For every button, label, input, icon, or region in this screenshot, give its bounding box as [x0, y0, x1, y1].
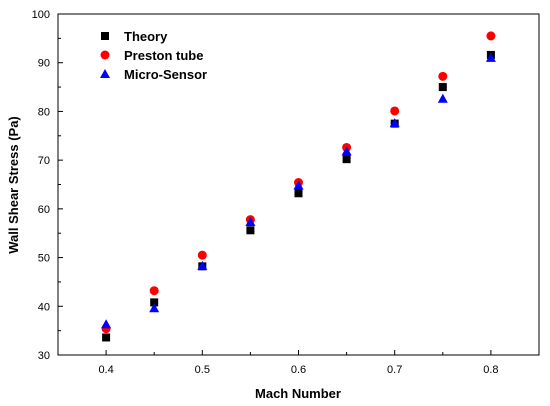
x-tick-label: 0.7	[387, 364, 402, 376]
theory-point	[102, 333, 111, 342]
y-tick-label: 30	[38, 350, 50, 362]
micro-sensor-point	[101, 319, 112, 329]
micro-sensor-point	[245, 217, 256, 227]
y-tick-label: 90	[38, 58, 50, 70]
x-tick-label: 0.4	[98, 364, 113, 376]
preston-tube-point	[438, 71, 448, 81]
theory-point	[246, 226, 255, 235]
axis-ticks: 0.4 0.5 0.6 0.7 0.8 30 40 50 60 70 80 90 100	[32, 9, 499, 376]
preston-tube-point	[486, 31, 496, 41]
x-tick-label: 0.5	[195, 364, 210, 376]
micro-sensor-point	[149, 303, 160, 313]
legend-label-preston-tube: Preston tube	[124, 48, 203, 63]
y-tick-label: 70	[38, 155, 50, 167]
micro-sensor-point	[341, 146, 352, 156]
legend: Theory Preston tube Micro-Sensor	[100, 29, 207, 82]
micro-sensor-point	[437, 93, 448, 103]
micro-sensor-point	[485, 52, 496, 62]
legend-label-theory: Theory	[124, 29, 168, 44]
x-axis-title: Mach Number	[255, 386, 341, 401]
theory-point	[150, 298, 159, 307]
y-tick-label: 60	[38, 204, 50, 216]
micro-sensor-point	[389, 118, 400, 128]
theory-point	[438, 83, 447, 92]
preston-tube-point	[390, 106, 400, 116]
y-axis-title: Wall Shear Stress (Pa)	[6, 116, 21, 254]
preston-tube-point	[197, 250, 207, 260]
legend-marker-micro-sensor	[100, 69, 110, 78]
micro-sensor-point	[293, 180, 304, 190]
y-tick-label: 50	[38, 253, 50, 265]
theory-point	[294, 189, 303, 198]
y-tick-label: 40	[38, 301, 50, 313]
legend-label-micro-sensor: Micro-Sensor	[124, 67, 207, 82]
y-tick-label: 80	[38, 106, 50, 118]
micro-sensor-point	[197, 260, 208, 270]
x-tick-label: 0.6	[291, 364, 306, 376]
preston-tube-point	[149, 286, 159, 296]
y-tick-label: 100	[32, 9, 50, 21]
legend-marker-theory	[101, 32, 109, 40]
data-marks	[101, 31, 496, 342]
x-tick-label: 0.8	[483, 364, 498, 376]
legend-marker-preston-tube	[100, 50, 110, 60]
theory-point	[342, 155, 351, 164]
